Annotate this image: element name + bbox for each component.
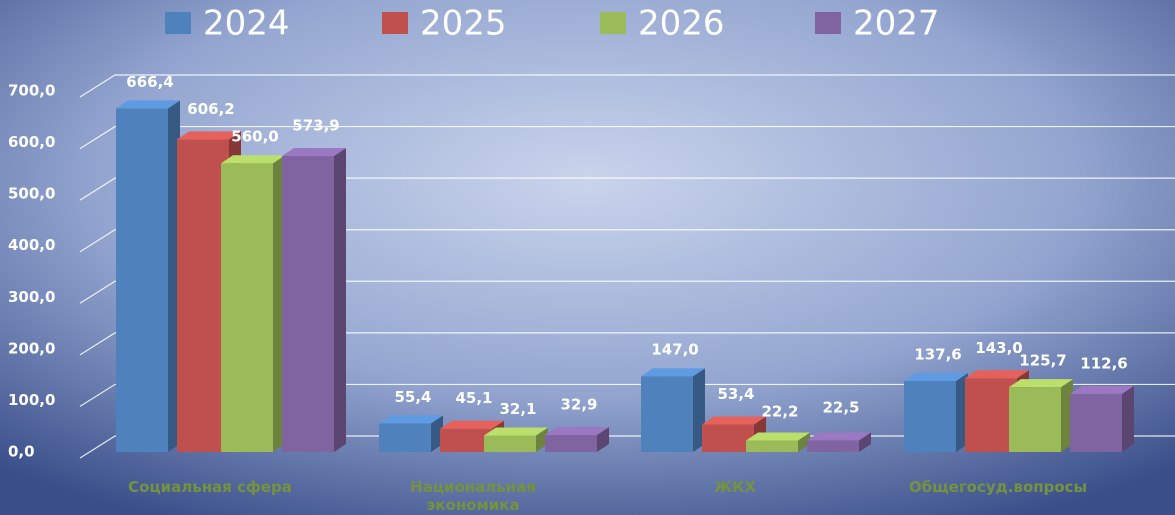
grid-line (79, 229, 1175, 253)
legend-swatch (600, 12, 626, 34)
y-tick-label: 100,0 (8, 391, 55, 409)
bar-side (597, 427, 609, 452)
x-tick-label: Национальная экономика (410, 478, 536, 514)
bar (807, 432, 871, 452)
legend-label: 2026 (638, 4, 725, 44)
bar-top (807, 432, 871, 441)
legend-swatch (165, 12, 191, 34)
x-tick-label: Общегосуд.вопросы (908, 478, 1088, 496)
data-label: 32,9 (560, 396, 597, 414)
bar-side (798, 432, 810, 452)
bar (1009, 379, 1073, 452)
legend-label: 2024 (203, 4, 290, 44)
data-label: 143,0 (975, 339, 1022, 357)
bar (221, 155, 285, 452)
bar-top (904, 373, 968, 382)
bar-top (440, 420, 504, 429)
data-label: 137,6 (914, 346, 961, 364)
y-tick-label: 400,0 (8, 236, 55, 254)
x-tick-label: ЖКХ (713, 478, 757, 496)
bar-top (221, 155, 285, 164)
data-label: 45,1 (455, 389, 492, 407)
bar-front (177, 139, 229, 452)
grid-line (79, 332, 1175, 356)
bar (641, 368, 705, 452)
bar-top (484, 427, 548, 436)
bar-top (1009, 379, 1073, 388)
data-label: 53,4 (717, 385, 754, 403)
bar-front (545, 435, 597, 452)
bar-front (807, 440, 859, 452)
bar-side (1122, 385, 1134, 452)
bar-front (379, 423, 431, 452)
grid-line (79, 383, 1175, 407)
bar (116, 100, 180, 452)
data-label: 125,7 (1019, 352, 1066, 370)
bar-top (641, 368, 705, 377)
bar-front (116, 108, 168, 452)
bar (545, 427, 609, 452)
legend-swatch (382, 12, 408, 34)
grid-line (79, 74, 1175, 98)
data-label: 32,1 (499, 400, 536, 418)
bar-top (746, 432, 810, 441)
bar (379, 415, 443, 452)
legend-swatch (815, 12, 841, 34)
bar-front (221, 163, 273, 452)
data-label: 22,5 (822, 399, 859, 417)
bar-top (545, 427, 609, 436)
bar-front (965, 378, 1017, 452)
grid-line (79, 125, 1175, 150)
data-label: 55,4 (394, 388, 431, 406)
y-tick-label: 300,0 (8, 288, 55, 306)
y-tick-label: 200,0 (8, 339, 55, 357)
bar-front (440, 428, 492, 452)
bar-top (702, 416, 766, 425)
bar (282, 148, 346, 453)
bar (1070, 385, 1134, 452)
bar-front (904, 381, 956, 452)
data-label: 560,0 (231, 128, 278, 146)
bar-front (1009, 387, 1061, 452)
data-label: 666,4 (126, 73, 173, 91)
bar (904, 373, 968, 452)
grid-line (79, 280, 1175, 304)
bar (746, 432, 810, 452)
bar-side (334, 148, 346, 453)
bar-front (484, 435, 536, 452)
bar-top (1070, 385, 1134, 394)
bar-top (282, 148, 346, 157)
x-tick-label: Социальная сфера (128, 478, 292, 496)
bar-top (965, 370, 1029, 379)
bar-top (116, 100, 180, 109)
data-label: 112,6 (1080, 354, 1127, 372)
bar-front (641, 376, 693, 452)
y-tick-label: 0,0 (8, 443, 35, 461)
data-label: 147,0 (651, 341, 698, 359)
y-tick-label: 600,0 (8, 133, 55, 151)
grid-line (79, 177, 1175, 201)
legend-label: 2025 (420, 4, 507, 44)
bar-front (746, 440, 798, 452)
bar-top (177, 131, 241, 140)
y-tick-label: 500,0 (8, 185, 55, 203)
bar-front (702, 424, 754, 452)
bar-side (859, 432, 871, 452)
legend-label: 2027 (853, 4, 940, 44)
data-label: 573,9 (292, 117, 339, 135)
data-label: 606,2 (187, 100, 234, 118)
data-label: 22,2 (761, 403, 798, 421)
bar-front (1070, 393, 1122, 452)
bar-top (379, 415, 443, 424)
y-tick-label: 700,0 (8, 82, 55, 100)
bar-front (282, 156, 334, 453)
bar (484, 427, 548, 452)
